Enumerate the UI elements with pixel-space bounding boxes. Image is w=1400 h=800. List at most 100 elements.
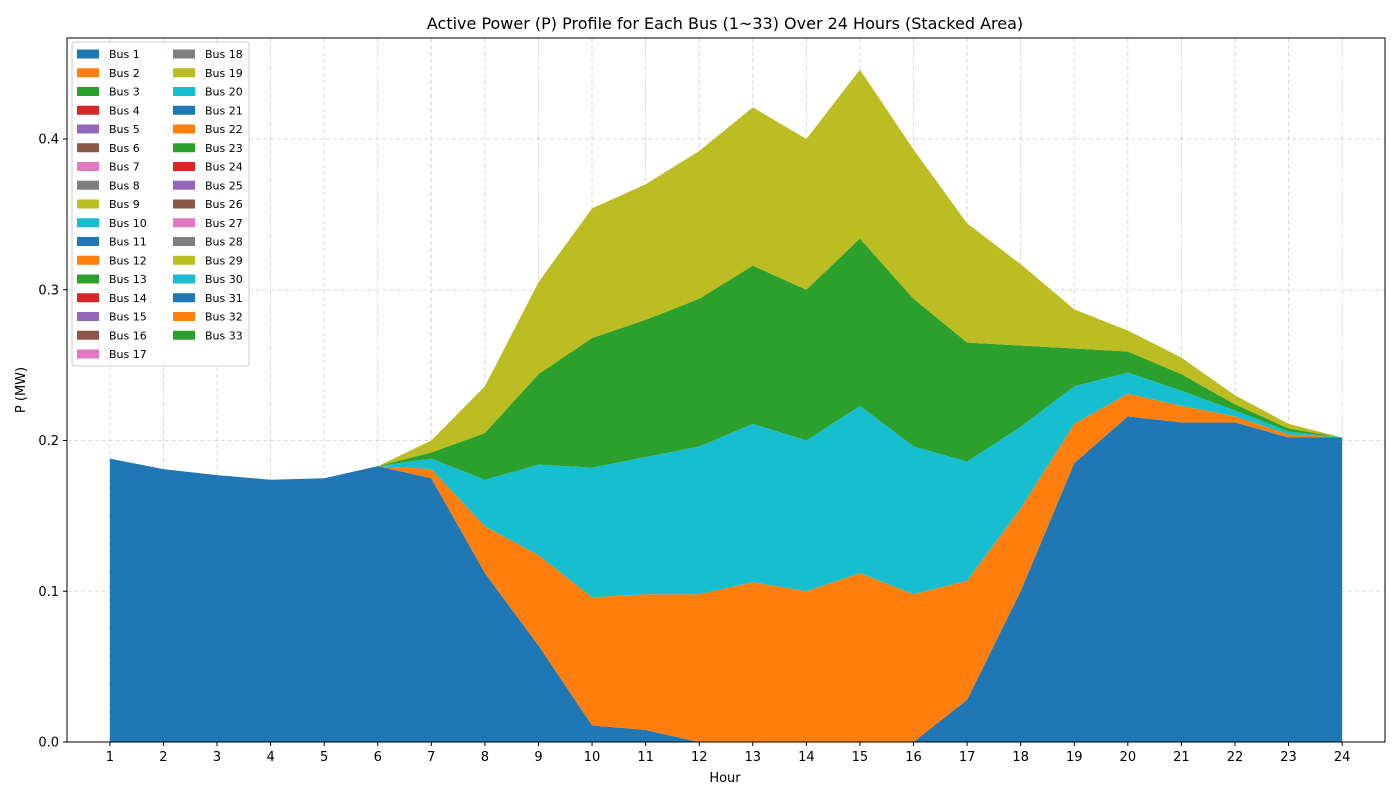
legend-swatch-bus-13	[77, 274, 99, 284]
legend-swatch-bus-28	[173, 237, 195, 246]
x-tick-label: 24	[1334, 750, 1351, 765]
x-tick-label: 6	[374, 750, 382, 765]
x-tick-label: 16	[905, 750, 922, 765]
x-tick-label: 17	[959, 750, 976, 765]
legend-label-bus-25: Bus 25	[205, 179, 243, 192]
legend-label-bus-31: Bus 31	[205, 292, 243, 305]
x-tick-label: 23	[1280, 750, 1297, 765]
x-tick-label: 8	[481, 750, 489, 765]
legend-swatch-bus-27	[173, 218, 195, 228]
legend-swatch-bus-21	[173, 105, 195, 115]
legend-label-bus-6: Bus 6	[109, 142, 140, 155]
legend-swatch-bus-25	[173, 180, 195, 190]
legend-label-bus-23: Bus 23	[205, 142, 243, 155]
area-bus-23	[109, 238, 1343, 480]
x-tick-label: 11	[637, 750, 654, 765]
x-tick-label: 12	[691, 750, 708, 765]
legend-label-bus-27: Bus 27	[205, 217, 243, 230]
legend-label-bus-5: Bus 5	[109, 123, 140, 136]
legend-swatch-bus-31	[173, 293, 195, 303]
legend-label-bus-12: Bus 12	[109, 254, 147, 267]
plot-frame	[66, 37, 1386, 743]
x-tick-label: 21	[1173, 750, 1190, 765]
x-tick-label: 19	[1066, 750, 1083, 765]
y-axis-title: P (MW)	[14, 367, 29, 413]
legend-label-bus-10: Bus 10	[109, 217, 147, 230]
x-tick-label: 20	[1120, 750, 1137, 765]
legend-swatch-bus-24	[173, 162, 195, 171]
legend-label-bus-1: Bus 1	[109, 48, 140, 61]
legend-swatch-bus-33	[173, 330, 195, 340]
legend-swatch-bus-2	[77, 68, 99, 78]
legend-label-bus-4: Bus 4	[109, 104, 140, 117]
legend-label-bus-17: Bus 17	[109, 348, 147, 361]
x-tick-label: 1	[106, 750, 114, 765]
y-tick-label: 0.4	[38, 133, 59, 148]
legend-swatch-bus-3	[77, 87, 99, 96]
legend-label-bus-19: Bus 19	[205, 67, 243, 80]
legend-swatch-bus-10	[77, 218, 99, 228]
x-tick-label: 14	[798, 750, 815, 765]
legend-label-bus-3: Bus 3	[109, 86, 140, 99]
legend-swatch-bus-15	[77, 312, 99, 321]
legend-label-bus-15: Bus 15	[109, 311, 147, 324]
legend-label-bus-13: Bus 13	[109, 273, 147, 286]
area-bus-1	[109, 416, 1343, 742]
legend-label-bus-24: Bus 24	[205, 161, 243, 174]
y-tick-label: 0.1	[38, 585, 59, 600]
legend-label-bus-9: Bus 9	[109, 198, 140, 211]
x-tick-label: 18	[1012, 750, 1029, 765]
legend-swatch-bus-29	[173, 255, 195, 265]
x-axis: 1 2 3 4 5 6 7 8 9 10 11 12 13 14 15 16 17 18 19 20 21 22 23 24	[106, 742, 1351, 765]
legend-swatch-bus-4	[77, 105, 99, 115]
legend-swatch-bus-20	[173, 87, 195, 96]
legend-label-bus-29: Bus 29	[205, 254, 243, 267]
legend-swatch-bus-7	[77, 162, 99, 171]
legend-label-bus-30: Bus 30	[205, 273, 243, 286]
legend-swatch-bus-22	[173, 124, 195, 134]
legend-label-bus-8: Bus 8	[109, 179, 140, 192]
x-tick-label: 4	[266, 750, 274, 765]
legend-swatch-bus-6	[77, 143, 99, 153]
legend-label-bus-16: Bus 16	[109, 329, 147, 342]
legend-label-bus-20: Bus 20	[205, 86, 243, 99]
legend-label-bus-18: Bus 18	[205, 48, 243, 61]
legend-swatch-bus-14	[77, 293, 99, 303]
legend-swatch-bus-1	[77, 49, 99, 59]
legend-swatch-bus-19	[173, 68, 195, 78]
y-tick-label: 0.2	[38, 434, 59, 449]
area-bus-2	[109, 393, 1343, 742]
legend-swatch-bus-9	[77, 199, 99, 209]
legend-swatch-bus-17	[77, 349, 99, 359]
legend-label-bus-2: Bus 2	[109, 67, 140, 80]
x-tick-label: 10	[584, 750, 601, 765]
legend-box	[71, 41, 250, 367]
y-tick-label: 0.3	[38, 283, 59, 298]
x-tick-label: 22	[1227, 750, 1244, 765]
y-tick-label: 0.0	[38, 736, 59, 751]
legend-label-bus-28: Bus 28	[205, 236, 243, 249]
legend-swatch-bus-18	[173, 49, 195, 59]
x-axis-title: Hour	[709, 771, 741, 786]
x-tick-label: 5	[320, 750, 328, 765]
x-tick-label: 3	[213, 750, 221, 765]
y-axis: 0.0 0.1 0.2 0.3 0.4	[38, 133, 67, 751]
legend-swatch-bus-23	[173, 143, 195, 153]
x-tick-label: 7	[427, 750, 435, 765]
legend-label-bus-22: Bus 22	[205, 123, 243, 136]
legend-swatch-bus-12	[77, 255, 99, 265]
area-layer	[109, 69, 1343, 742]
legend: Bus 1 Bus 2 Bus 3 Bus 4 Bus 5 Bus 6 Bus 7 Bus 8…	[71, 41, 250, 367]
area-bus-20	[109, 372, 1343, 598]
x-tick-label: 15	[852, 750, 869, 765]
legend-label-bus-26: Bus 26	[205, 198, 243, 211]
legend-label-bus-7: Bus 7	[109, 161, 140, 174]
x-tick-label: 13	[745, 750, 762, 765]
chart-title: Active Power (P) Profile for Each Bus (1…	[427, 14, 1023, 33]
legend-swatch-bus-11	[77, 237, 99, 246]
legend-swatch-bus-30	[173, 274, 195, 284]
legend-label-bus-21: Bus 21	[205, 104, 243, 117]
legend-label-bus-32: Bus 32	[205, 311, 243, 324]
area-bus-29	[109, 69, 1343, 480]
